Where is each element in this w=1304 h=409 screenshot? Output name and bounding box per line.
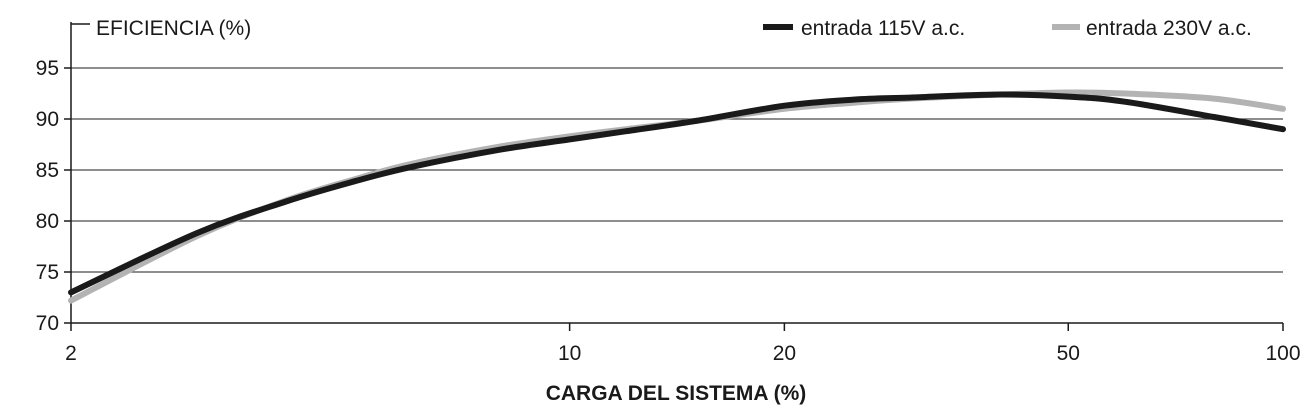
x-tick-label-2: 2 bbox=[65, 342, 77, 365]
legend-label-115v: entrada 115V a.c. bbox=[801, 17, 965, 40]
x-tick-label-20: 20 bbox=[773, 342, 796, 365]
legend: entrada 115V a.c. entrada 230V a.c. bbox=[763, 17, 1252, 40]
series-line-115v bbox=[68, 91, 1286, 296]
x-tick-label-10: 10 bbox=[558, 342, 581, 365]
legend-label-230v: entrada 230V a.c. bbox=[1086, 17, 1252, 40]
y-tick-label-85: 85 bbox=[36, 159, 59, 182]
y-tick-label-90: 90 bbox=[36, 108, 59, 131]
x-axis-title: CARGA DEL SISTEMA (%) bbox=[546, 382, 807, 405]
axes bbox=[64, 22, 1284, 331]
series-lines bbox=[68, 89, 1286, 304]
gridlines bbox=[71, 67, 1283, 273]
y-tick-label-70: 70 bbox=[36, 312, 59, 335]
y-tick-label-95: 95 bbox=[36, 57, 59, 80]
y-tick-label-75: 75 bbox=[36, 261, 59, 284]
tick-labels: 70 75 80 85 90 95 2 10 20 50 100 bbox=[36, 57, 1301, 365]
y-axis-title: EFICIENCIA (%) bbox=[96, 17, 251, 40]
x-tick-label-100: 100 bbox=[1265, 342, 1300, 365]
x-tick-label-50: 50 bbox=[1057, 342, 1080, 365]
y-tick-label-80: 80 bbox=[36, 210, 59, 233]
